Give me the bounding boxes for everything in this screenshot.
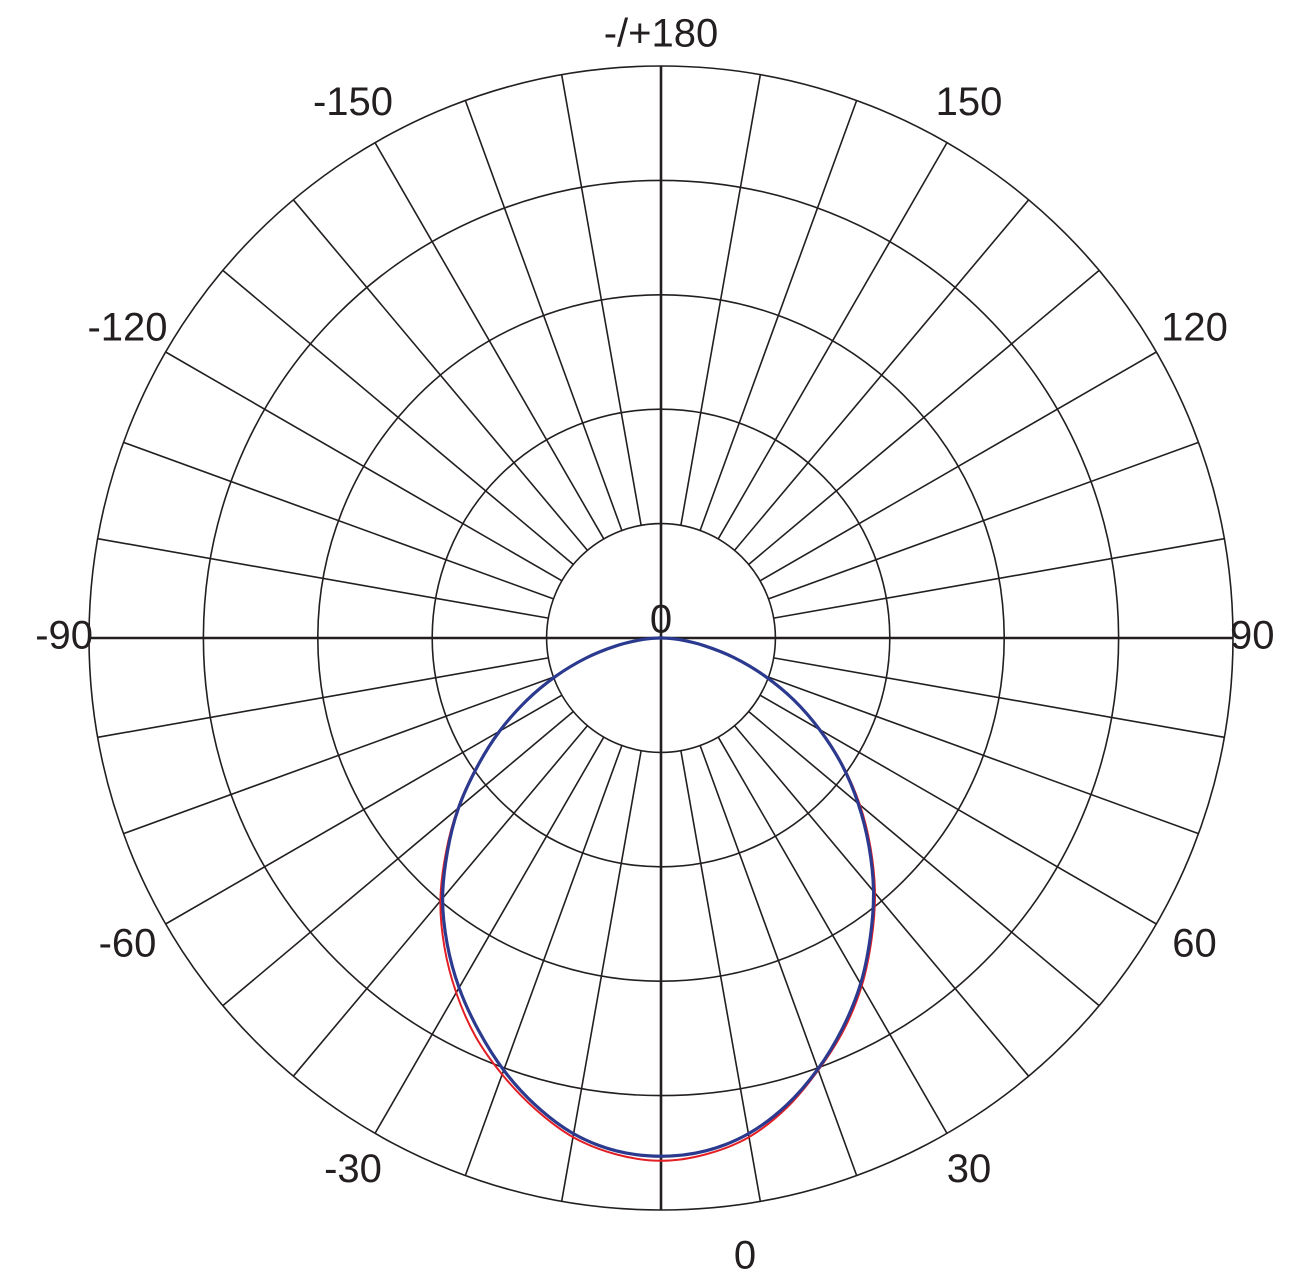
grid-spoke-190 xyxy=(560,74,642,526)
grid-spoke-310 xyxy=(222,710,574,1007)
angle-label: 0 xyxy=(734,1234,756,1277)
grid-spoke-260 xyxy=(97,537,549,619)
grid-spoke-240 xyxy=(165,351,563,582)
angle-label: 60 xyxy=(1172,922,1217,966)
grid-spoke-170 xyxy=(680,74,762,526)
grid-spoke-120 xyxy=(759,351,1157,582)
series-layer xyxy=(439,636,876,1162)
grid-spoke-350 xyxy=(560,750,642,1202)
grid-spoke-80 xyxy=(773,657,1225,739)
grid-spoke-70 xyxy=(768,676,1199,835)
grid-spoke-300 xyxy=(165,694,563,925)
angle-label: 30 xyxy=(947,1147,992,1191)
grid-spoke-210 xyxy=(374,142,605,540)
angle-label: -90 xyxy=(35,614,93,658)
grid-spoke-160 xyxy=(699,100,858,531)
grid-spoke-230 xyxy=(222,269,574,566)
grid-spoke-290 xyxy=(123,676,554,835)
series-line-2 xyxy=(440,636,876,1158)
grid-spoke-10 xyxy=(680,750,762,1202)
grid-spoke-330 xyxy=(374,736,605,1134)
angle-label: -/+180 xyxy=(604,12,719,56)
grid-spoke-40 xyxy=(733,725,1030,1077)
grid-spoke-30 xyxy=(717,736,948,1134)
center-label: 0 xyxy=(650,598,672,642)
grid-spoke-130 xyxy=(748,269,1100,566)
angle-label: 90 xyxy=(1230,614,1275,658)
grid-spoke-140 xyxy=(733,199,1030,551)
grid-spoke-110 xyxy=(768,441,1199,600)
angular-grid-spokes xyxy=(97,74,1225,1202)
grid-spoke-280 xyxy=(97,657,549,739)
angle-label: -120 xyxy=(87,306,167,350)
grid-spoke-20 xyxy=(699,745,858,1176)
angle-labels: -/+180 -150 150 -120 120 -90 90 -60 60 -30 30 0 0 xyxy=(35,12,1274,1277)
angle-label: -150 xyxy=(313,80,393,124)
angle-label: 120 xyxy=(1161,306,1228,350)
grid-spoke-340 xyxy=(464,745,623,1176)
grid-spoke-250 xyxy=(123,441,554,600)
grid-spoke-50 xyxy=(748,710,1100,1007)
grid-spoke-220 xyxy=(292,199,589,551)
angle-label: -30 xyxy=(324,1147,382,1191)
angle-label: -60 xyxy=(99,922,157,966)
grid-spoke-200 xyxy=(464,100,623,531)
grid-spoke-100 xyxy=(773,537,1225,619)
grid-spoke-60 xyxy=(759,694,1157,925)
grid-spoke-150 xyxy=(717,142,948,540)
angle-label: 150 xyxy=(936,80,1003,124)
